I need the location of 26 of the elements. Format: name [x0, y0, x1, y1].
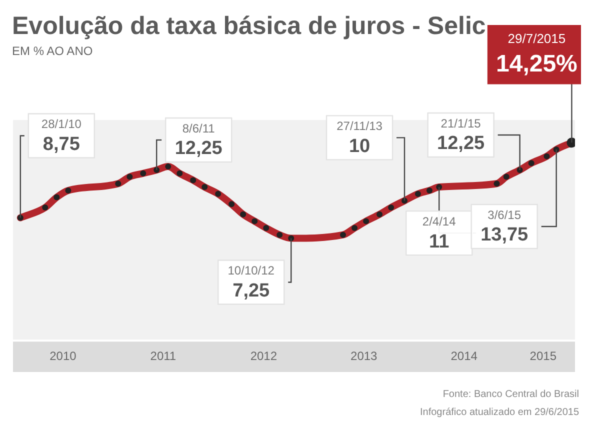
text: 28/1/10: [41, 117, 82, 132]
text: 21/1/15: [440, 116, 482, 130]
data-label: 11: [429, 231, 450, 252]
text: Infográfico atualizado em 29/6/2015: [420, 407, 579, 418]
data-label: 13,75: [480, 224, 529, 246]
data-label: 12,25: [437, 133, 486, 154]
x-tick-label: 2014: [450, 349, 478, 364]
data-label: 7,25: [232, 280, 270, 302]
chart-subtitle: EM % AO ANO: [12, 44, 93, 58]
x-tick-label: 2015: [530, 349, 557, 364]
annotation: 2/4/14: [422, 214, 456, 228]
text: 29/7/2015: [508, 31, 566, 46]
x-tick-label: 2011: [150, 349, 176, 364]
annotation: 3/6/15: [488, 208, 522, 222]
x-tick-label: 2013: [350, 349, 378, 364]
text: 27/11/13: [336, 119, 383, 134]
data-label: 14,25%: [496, 50, 578, 78]
chart-title: Evolução da taxa básica de juros - Selic: [12, 12, 486, 41]
x-tick-label: 2012: [250, 349, 278, 364]
source-note: Fonte: Banco Central do Brasil: [442, 389, 579, 400]
data-label: 10: [348, 136, 370, 157]
text: 10/10/12: [228, 264, 275, 278]
x-tick-label: 2010: [50, 349, 77, 364]
data-label: 12,25: [174, 138, 223, 160]
text: 8/6/11: [182, 121, 216, 136]
data-label: 8,75: [42, 134, 80, 156]
